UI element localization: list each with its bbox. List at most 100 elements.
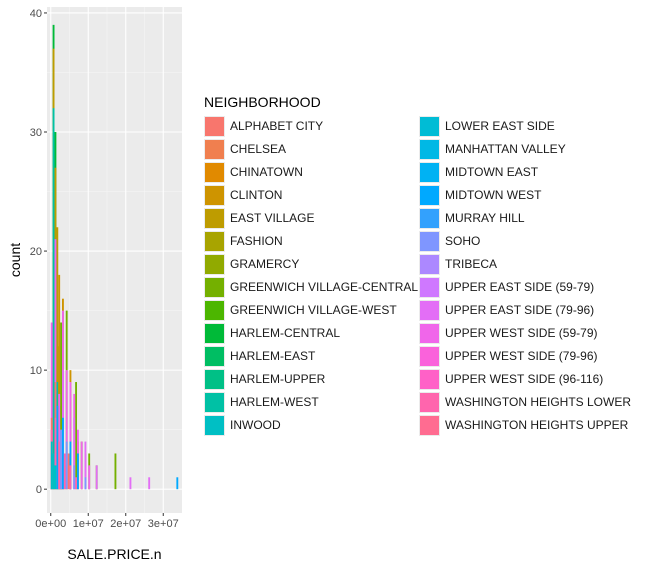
- histogram-bar: [148, 477, 151, 490]
- legend-key: [204, 277, 225, 298]
- legend-label: INWOOD: [230, 418, 281, 432]
- legend-swatch: [205, 301, 224, 320]
- legend-key: [419, 346, 440, 367]
- legend-key: [204, 162, 225, 183]
- legend-label: TRIBECA: [445, 257, 498, 271]
- legend-item: MURRAY HILL: [419, 207, 634, 230]
- legend-item: CLINTON: [204, 184, 419, 207]
- legend-key: [419, 162, 440, 183]
- legend-label: HARLEM-UPPER: [230, 372, 326, 386]
- legend-item: CHINATOWN: [204, 161, 419, 184]
- histogram-bar: [114, 453, 117, 490]
- legend-swatch: [420, 163, 439, 182]
- legend-label: WASHINGTON HEIGHTS LOWER: [445, 395, 632, 409]
- histogram-bar: [65, 370, 68, 490]
- histogram-bar: [54, 417, 57, 490]
- legend-key: [204, 323, 225, 344]
- histogram-bar: [52, 453, 55, 490]
- histogram-bar: [60, 322, 62, 490]
- legend-key: [204, 185, 225, 206]
- legend-swatch: [420, 140, 439, 159]
- legend-key: [419, 323, 440, 344]
- x-tick-label: 2e+07: [110, 518, 141, 530]
- histogram-bar: [58, 441, 61, 490]
- legend-swatch: [205, 117, 224, 136]
- legend-label: FASHION: [230, 234, 283, 248]
- legend-key: [204, 116, 225, 137]
- legend-key: [419, 277, 440, 298]
- legend-key: [204, 415, 225, 436]
- legend-key: [419, 300, 440, 321]
- y-tick-label: 20: [30, 246, 42, 258]
- legend-label: UPPER WEST SIDE (96-116): [445, 372, 604, 386]
- legend-key: [204, 139, 225, 160]
- histogram-bar: [95, 465, 98, 490]
- legend-label: LOWER EAST SIDE: [445, 119, 555, 133]
- legend-label: CLINTON: [230, 188, 283, 202]
- legend-swatch: [420, 301, 439, 320]
- legend-swatch: [205, 209, 224, 228]
- histogram-bar: [54, 239, 57, 490]
- histogram-bar: [58, 274, 61, 490]
- histogram-bar: [62, 417, 64, 490]
- y-tick-label: 40: [30, 8, 42, 20]
- x-tick-label: 3e+07: [148, 518, 179, 530]
- y-tick-label: 0: [36, 484, 42, 496]
- legend-label: GREENWICH VILLAGE-WEST: [230, 303, 397, 317]
- x-axis-title: SALE.PRICE.n: [67, 546, 161, 562]
- legend-swatch: [420, 324, 439, 343]
- legend-swatch: [205, 232, 224, 251]
- legend-swatch: [420, 393, 439, 412]
- legend-item: FASHION: [204, 230, 419, 253]
- histogram-bar: [67, 453, 70, 490]
- histogram-bar: [75, 382, 77, 490]
- histogram-bar: [84, 477, 87, 490]
- legend-item: CHELSEA: [204, 138, 419, 161]
- legend-swatch: [420, 416, 439, 435]
- legend-label: MURRAY HILL: [445, 211, 525, 225]
- legend-key: [419, 116, 440, 137]
- legend-item: INWOOD: [204, 414, 419, 437]
- legend-key: [419, 392, 440, 413]
- legend-swatch: [205, 186, 224, 205]
- legend-swatch: [420, 347, 439, 366]
- legend-swatch: [420, 232, 439, 251]
- histogram-bar: [80, 441, 83, 490]
- legend-label: HARLEM-EAST: [230, 349, 316, 363]
- legend-key: [419, 254, 440, 275]
- histogram-bar: [54, 465, 57, 490]
- histogram-bar: [73, 465, 76, 490]
- legend-key: [419, 369, 440, 390]
- legend-key: [204, 369, 225, 390]
- histogram-bar: [69, 465, 72, 490]
- legend-swatch: [205, 255, 224, 274]
- legend-label: MANHATTAN VALLEY: [445, 142, 566, 156]
- legend-swatch: [420, 278, 439, 297]
- legend-label: UPPER EAST SIDE (79-96): [445, 303, 595, 317]
- legend-key: [419, 139, 440, 160]
- histogram-bar: [56, 405, 59, 490]
- legend-key: [204, 254, 225, 275]
- histogram-bar: [176, 477, 179, 490]
- legend-swatch: [205, 324, 224, 343]
- legend-key: [204, 231, 225, 252]
- legend-key: [419, 231, 440, 252]
- legend-label: UPPER WEST SIDE (79-96): [445, 349, 598, 363]
- legend-key: [419, 185, 440, 206]
- legend-item: WASHINGTON HEIGHTS UPPER: [419, 414, 634, 437]
- y-tick-label: 10: [30, 365, 42, 377]
- legend-label: SOHO: [445, 234, 481, 248]
- legend-swatch: [420, 255, 439, 274]
- histogram-bar: [75, 477, 77, 490]
- legend-key: [204, 392, 225, 413]
- legend-label: HARLEM-WEST: [230, 395, 319, 409]
- histogram-bar: [63, 453, 66, 490]
- legend-item: EAST VILLAGE: [204, 207, 419, 230]
- legend-key: [204, 208, 225, 229]
- legend-label: UPPER EAST SIDE (59-79): [445, 280, 595, 294]
- histogram-bar: [73, 417, 76, 490]
- histogram-bar: [56, 227, 59, 490]
- legend-swatch: [420, 117, 439, 136]
